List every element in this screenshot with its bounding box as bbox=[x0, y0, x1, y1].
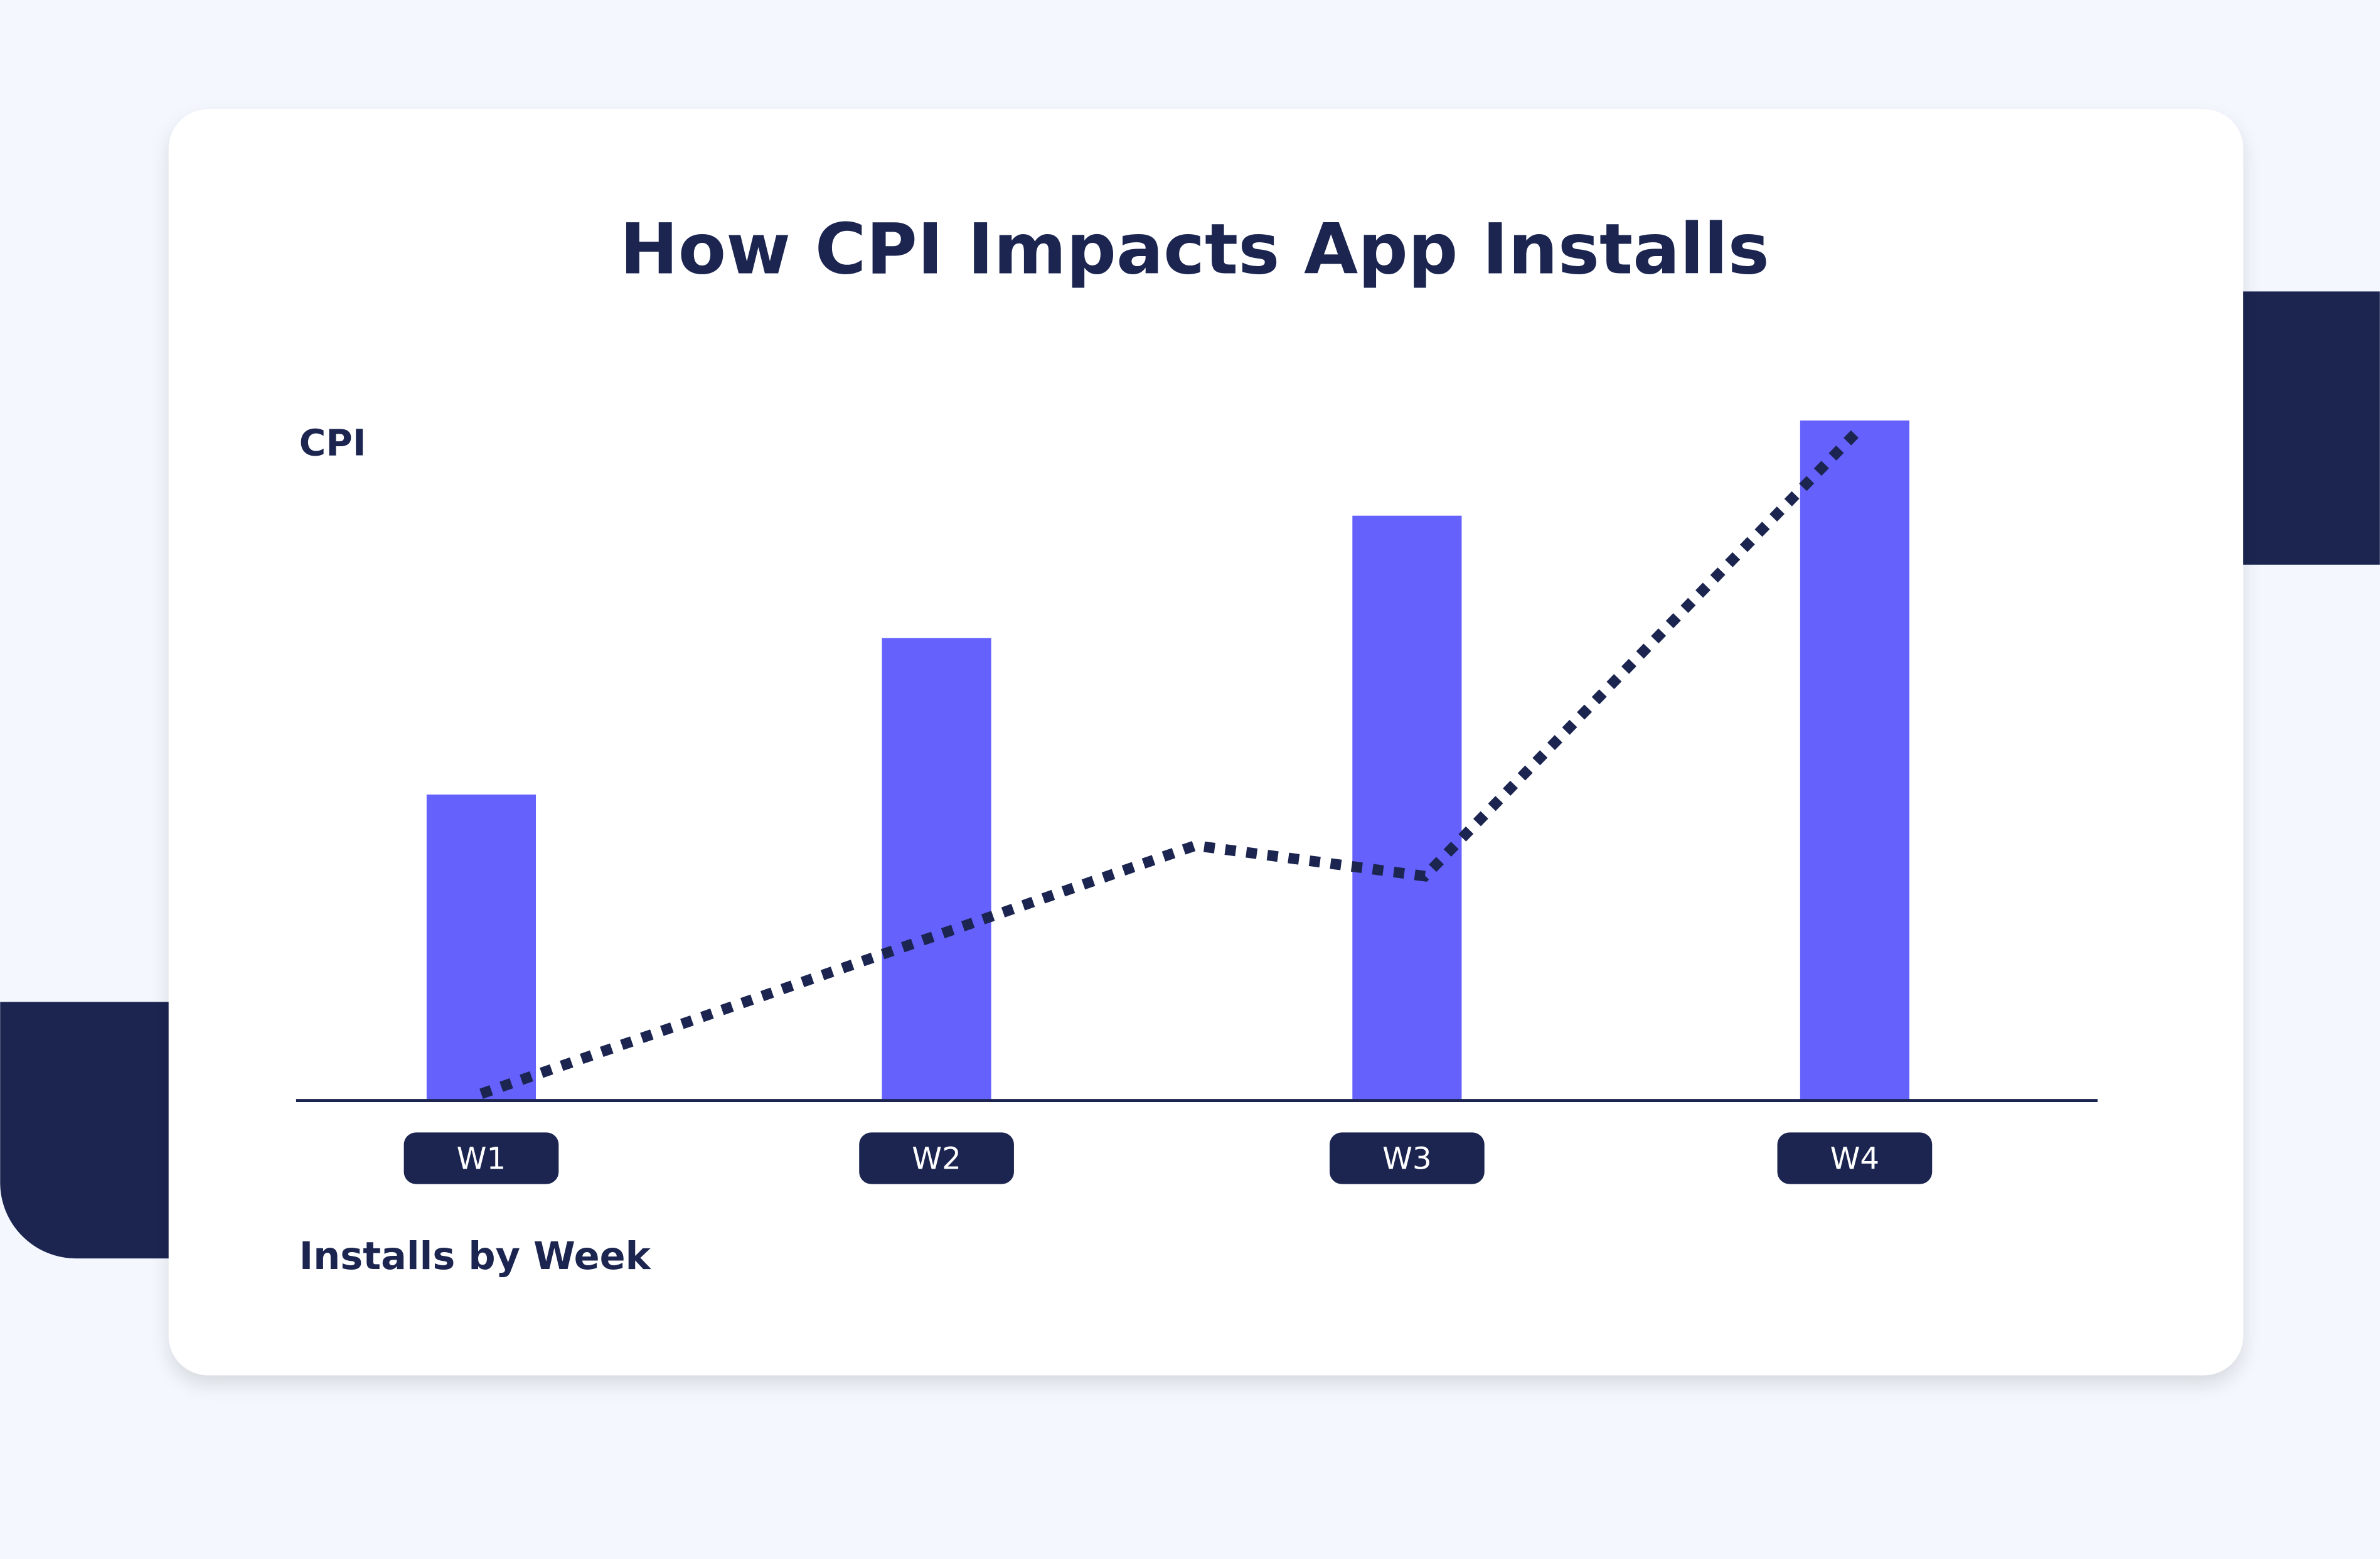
x-axis-label: Installs by Week bbox=[299, 1235, 652, 1278]
tick-pill-w4 bbox=[1777, 1132, 1933, 1184]
bar-w2 bbox=[882, 638, 991, 1101]
chart-card bbox=[168, 109, 2244, 1376]
chart-title: How CPI Impacts App Installs bbox=[620, 209, 1769, 290]
tick-label-w4: W4 bbox=[1830, 1141, 1880, 1176]
decor-block-left bbox=[0, 1002, 183, 1259]
tick-pill-w3 bbox=[1330, 1132, 1485, 1184]
decor-block-right bbox=[2231, 291, 2380, 565]
tick-label-w1: W1 bbox=[457, 1141, 506, 1176]
bar-w4 bbox=[1800, 420, 1909, 1101]
y-axis-label: CPI bbox=[299, 422, 366, 464]
tick-pill-w1 bbox=[403, 1132, 559, 1184]
tick-label-w3: W3 bbox=[1382, 1141, 1432, 1176]
tick-label-w2: W2 bbox=[912, 1141, 961, 1176]
bar-w3 bbox=[1352, 515, 1462, 1101]
bar-w1 bbox=[426, 794, 536, 1101]
cpi-line bbox=[479, 430, 1859, 1099]
tick-pill-w2 bbox=[859, 1132, 1014, 1184]
